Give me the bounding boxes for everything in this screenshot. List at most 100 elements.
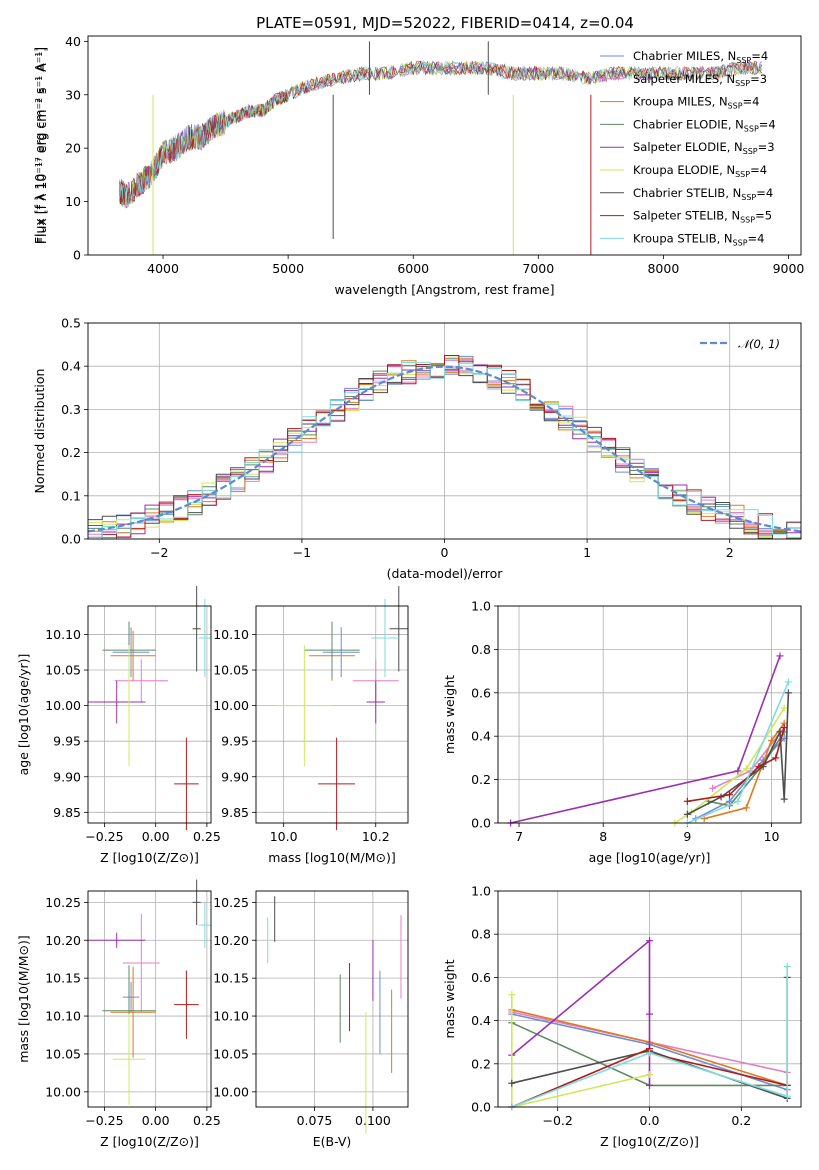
point-marker-salpeter-miles <box>709 784 717 792</box>
legend-subscript: SSP <box>728 102 743 111</box>
y-axis-label: age [log10(age/yr)] <box>16 654 31 776</box>
legend-label-salpeter-miles: Salpeter MILES, NSSP=3 <box>633 72 767 88</box>
normal-reference-curve <box>87 365 802 533</box>
spectrum-line-kroupa-stelib <box>118 60 763 209</box>
legend-value: =5 <box>755 209 772 223</box>
point-marker-chabrier-stelib <box>780 795 788 803</box>
x-tick-label: 10.2 <box>362 829 390 844</box>
y-tick-label: 0.3 <box>61 402 81 417</box>
x-tick-label: 0.2 <box>731 1113 751 1128</box>
x-tick-label: 10.0 <box>270 829 298 844</box>
legend-label-kroupa-elodie: Kroupa ELODIE, NSSP=4 <box>633 163 767 179</box>
histogram-salpeter-stelib <box>88 355 801 540</box>
point-marker-salpeter-elodie <box>734 767 742 775</box>
x-axis-label: Z [log10(Z/Z⊙)] <box>600 1134 699 1149</box>
y-tick-label: 10.00 <box>213 698 249 713</box>
point-marker-kroupa-stelib <box>783 963 791 971</box>
y-tick-label: 0.4 <box>471 1013 491 1028</box>
legend-label-salpeter-elodie: Salpeter ELODIE, NSSP=3 <box>633 140 775 156</box>
y-tick-label: 10.05 <box>213 663 249 678</box>
x-axis-label: Z [log10(Z/Z⊙)] <box>100 1134 199 1149</box>
legend-value: =4 <box>751 49 768 63</box>
y-tick-label: 10.15 <box>45 971 81 986</box>
axes-frame <box>87 322 802 540</box>
x-tick-label: −0.2 <box>543 1113 573 1128</box>
point-marker-chabrier-stelib <box>508 1079 516 1087</box>
legend-label-chabrier-elodie: Chabrier ELODIE, NSSP=4 <box>633 117 776 133</box>
x-tick-label: −0.25 <box>85 829 123 844</box>
point-marker-salpeter-elodie <box>646 1010 653 1018</box>
point-marker-salpeter-stelib <box>725 791 733 799</box>
point-marker-chabrier-stelib <box>784 689 792 697</box>
legend-subscript: SSP <box>736 56 751 65</box>
x-axis-label: (data-model)/error <box>387 566 504 581</box>
y-tick-label: 10.00 <box>213 1084 249 1099</box>
point-marker-kroupa-miles <box>742 804 750 812</box>
y-tick-label: 0.0 <box>471 816 491 831</box>
y-tick-label: 0.1 <box>61 488 81 503</box>
x-tick-label: −2 <box>150 545 168 560</box>
y-tick-label: 0.2 <box>471 1056 491 1071</box>
x-tick-label: 0.075 <box>297 1113 333 1128</box>
figure-title: PLATE=0591, MJD=52022, FIBERID=0414, z=0… <box>256 14 634 32</box>
y-tick-label: 0.6 <box>471 685 491 700</box>
y-tick-label: 10 <box>65 194 81 209</box>
x-tick-label: 0.100 <box>355 1113 391 1128</box>
panel-spectrum: 4000 5000 6000 7000 8000 9000 0 10 20 30 40 wavelen… <box>32 34 804 297</box>
x-tick-label: 0.25 <box>193 1113 221 1128</box>
y-tick-label: 0.0 <box>471 1100 491 1115</box>
series-line-kroupa-stelib <box>511 966 789 1108</box>
x-tick-label: 7000 <box>522 261 554 276</box>
y-tick-label: 9.90 <box>53 769 81 784</box>
legend-subscript: SSP <box>733 238 748 247</box>
x-axis-label: mass [log10(M/M⊙)] <box>268 850 396 865</box>
x-tick-label: 4000 <box>147 261 179 276</box>
point-marker-kroupa-stelib <box>783 1092 791 1100</box>
legend-label-normal: 𝒩(0, 1) <box>738 337 780 351</box>
axes-frame <box>255 605 409 824</box>
spectrum-line-chabrier-stelib <box>118 60 763 207</box>
legend-subscript: SSP <box>743 147 758 156</box>
y-tick-label: 0.4 <box>61 359 81 374</box>
point-marker-kroupa-elodie <box>742 765 750 773</box>
y-axis-label: Flux [f λ 10⁻¹⁷ erg cm⁻² s⁻¹ A⁻¹] <box>32 47 47 244</box>
plot-area <box>88 891 211 1107</box>
y-tick-label: 10.25 <box>45 895 81 910</box>
panel-residuals: −2 −1 0 1 2 0.0 0.1 0.2 0.3 0.4 0.5 (data-model)/er… <box>32 316 802 581</box>
y-tick-label: 9.95 <box>221 734 249 749</box>
x-axis-label: age [log10(age/yr)] <box>589 850 711 865</box>
x-tick-label: 8000 <box>647 261 679 276</box>
y-tick-label: 0.6 <box>471 970 491 985</box>
y-tick-label: 10.05 <box>45 1046 81 1061</box>
axes-frame <box>87 605 212 824</box>
y-tick-label: 0.2 <box>61 445 81 460</box>
x-tick-label: 0.25 <box>193 829 221 844</box>
legend-value: =4 <box>756 186 773 200</box>
legend-subscript: SSP <box>741 193 756 202</box>
legend-subscript: SSP <box>740 216 755 225</box>
legend-value: =4 <box>748 231 765 245</box>
y-tick-label: 1.0 <box>471 599 491 614</box>
y-axis-label: Normed distribution <box>32 369 47 494</box>
plot-area <box>256 891 408 1107</box>
panel-mass_vs_Z: −0.25 0.00 0.25 10.00 10.05 10.10 10.15 10.20 10… <box>16 879 221 1149</box>
x-tick-label: 5000 <box>272 261 304 276</box>
y-tick-label: 10.10 <box>213 627 249 642</box>
plot-area <box>498 606 801 823</box>
histogram-kroupa-stelib <box>88 361 801 540</box>
y-tick-label: 10.10 <box>45 627 81 642</box>
axes-frame <box>497 890 802 1108</box>
legend-value: =4 <box>743 95 760 109</box>
point-marker-salpeter-stelib <box>755 763 763 771</box>
plot-area <box>88 606 211 823</box>
point-marker-salpeter-elodie <box>646 937 653 945</box>
legend-label-chabrier-miles: Chabrier MILES, NSSP=4 <box>633 49 768 65</box>
y-tick-label: 10.25 <box>213 895 249 910</box>
x-tick-label: 6000 <box>397 261 429 276</box>
point-marker-kroupa-elodie <box>508 991 516 999</box>
y-tick-label: 0.5 <box>61 316 81 331</box>
y-tick-label: 40 <box>65 34 81 49</box>
y-tick-label: 0.4 <box>471 729 491 744</box>
y-tick-label: 9.90 <box>221 769 249 784</box>
